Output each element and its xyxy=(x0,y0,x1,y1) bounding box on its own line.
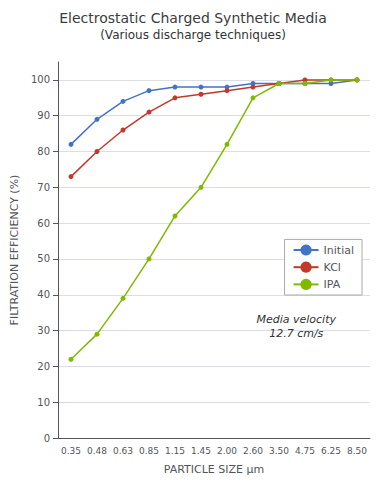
svg-text:FILTRATION EFFICIENCY (%): FILTRATION EFFICIENCY (%) xyxy=(8,175,21,326)
svg-text:30: 30 xyxy=(37,325,50,336)
svg-text:50: 50 xyxy=(37,253,50,264)
svg-text:KCl: KCl xyxy=(324,261,341,274)
svg-text:1.15: 1.15 xyxy=(165,446,185,456)
svg-text:2.00: 2.00 xyxy=(217,446,237,456)
svg-text:90: 90 xyxy=(37,110,50,121)
svg-text:Initial: Initial xyxy=(324,244,354,257)
svg-text:100: 100 xyxy=(31,74,50,85)
svg-text:70: 70 xyxy=(37,182,50,193)
svg-text:Media velocity: Media velocity xyxy=(256,313,336,326)
svg-text:0.63: 0.63 xyxy=(113,446,133,456)
svg-text:Electrostatic Charged Syntheti: Electrostatic Charged Synthetic Media xyxy=(59,10,327,26)
svg-text:4.75: 4.75 xyxy=(295,446,315,456)
svg-text:40: 40 xyxy=(37,289,50,300)
svg-text:0.35: 0.35 xyxy=(61,446,81,456)
svg-text:12.7 cm/s: 12.7 cm/s xyxy=(269,327,323,340)
svg-text:0.85: 0.85 xyxy=(139,446,159,456)
svg-text:20: 20 xyxy=(37,361,50,372)
svg-text:3.50: 3.50 xyxy=(269,446,289,456)
svg-text:PARTICLE SIZE μm: PARTICLE SIZE μm xyxy=(164,463,264,476)
svg-text:0.48: 0.48 xyxy=(87,446,107,456)
svg-text:0: 0 xyxy=(44,433,50,444)
svg-text:60: 60 xyxy=(37,218,50,229)
svg-text:1.45: 1.45 xyxy=(191,446,211,456)
svg-text:6.25: 6.25 xyxy=(321,446,341,456)
svg-text:(Various discharge techniques): (Various discharge techniques) xyxy=(100,28,286,42)
svg-text:8.50: 8.50 xyxy=(347,446,367,456)
svg-text:80: 80 xyxy=(37,146,50,157)
svg-text:10: 10 xyxy=(37,397,50,408)
svg-text:2.60: 2.60 xyxy=(243,446,263,456)
svg-text:IPA: IPA xyxy=(324,278,341,291)
